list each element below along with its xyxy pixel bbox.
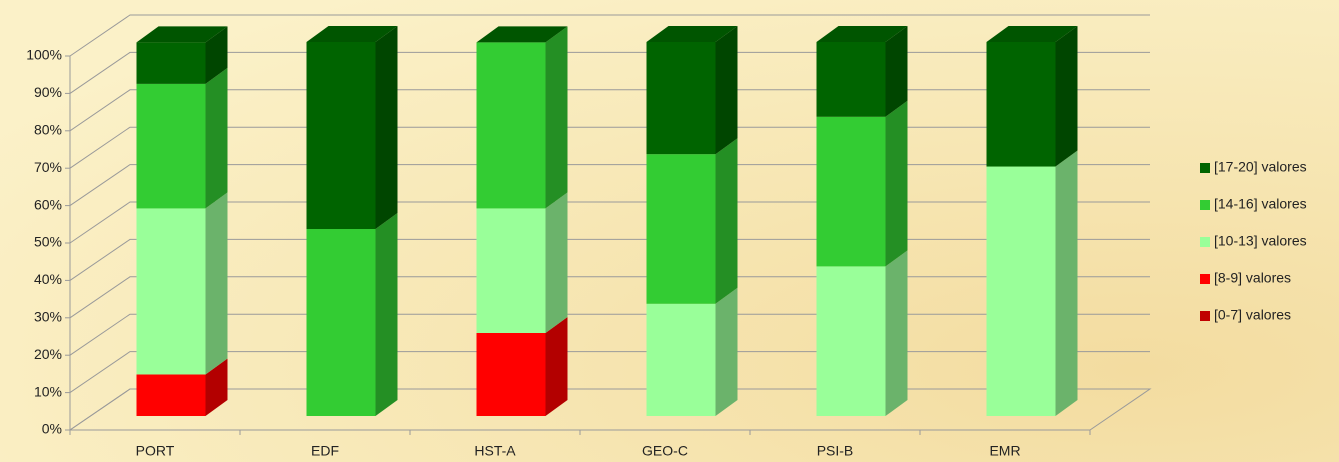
y-tick-label: 30% — [34, 309, 62, 325]
grid-line — [69, 51, 1150, 94]
bar-side — [885, 26, 908, 117]
grid-line — [69, 126, 1150, 169]
bar-top — [986, 26, 1078, 42]
bar-top — [816, 26, 908, 42]
bar-side — [545, 26, 568, 209]
legend-swatch — [1200, 274, 1210, 284]
bar-segment — [136, 83, 206, 209]
bar-segment — [476, 332, 546, 416]
legend-swatch — [1200, 237, 1210, 247]
bar-segment — [646, 42, 716, 155]
bar-top — [136, 26, 228, 43]
bar-segment — [306, 42, 376, 229]
y-tick-label: 90% — [34, 84, 62, 100]
y-tick-label: 0% — [42, 421, 62, 437]
bar-segment — [646, 303, 716, 416]
bar-side — [375, 213, 398, 416]
bar-side — [205, 358, 228, 416]
bar-segment — [476, 42, 546, 209]
bar-segment — [136, 208, 206, 375]
bar-segment — [476, 208, 546, 333]
bar-side — [1055, 26, 1078, 167]
x-tick-label: EMR — [989, 443, 1020, 459]
y-tick-label: 70% — [34, 159, 62, 175]
bar-segment — [986, 42, 1056, 167]
y-tick-label: 10% — [34, 383, 62, 399]
legend-label: [10-13] valores — [1214, 233, 1307, 249]
grid-line — [69, 238, 1150, 281]
legend-label: [17-20] valores — [1214, 159, 1307, 175]
legend-swatch — [1200, 163, 1210, 173]
bar-segment — [816, 42, 886, 117]
grid-line — [69, 201, 1150, 244]
bar-side — [375, 26, 398, 229]
bar-segment — [986, 166, 1056, 416]
grid-line — [69, 388, 1150, 431]
bar-segment — [646, 154, 716, 304]
x-tick-label: HST-A — [474, 443, 516, 459]
bar-side — [715, 287, 738, 416]
bar-top — [306, 26, 398, 42]
y-tick-label: 60% — [34, 196, 62, 212]
grid-line — [69, 351, 1150, 394]
y-tick-label: 100% — [26, 47, 62, 63]
legend-swatch — [1200, 200, 1210, 210]
x-tick-label: PSI-B — [817, 443, 854, 459]
y-tick-label: 20% — [34, 346, 62, 362]
bar-side — [205, 192, 228, 375]
bar-side — [205, 26, 228, 84]
bar-side — [205, 67, 228, 209]
bar-segment — [136, 42, 206, 84]
grid-line — [69, 276, 1150, 319]
legend-label: [14-16] valores — [1214, 196, 1307, 212]
bar-segment — [816, 266, 886, 416]
x-tick-label: GEO-C — [642, 443, 688, 459]
bar-side — [715, 26, 738, 155]
bar-side — [885, 250, 908, 416]
bar-side — [545, 192, 568, 333]
bar-top — [476, 26, 568, 43]
legend-swatch — [1200, 311, 1210, 321]
grid-line — [69, 14, 1150, 57]
y-tick-label: 40% — [34, 271, 62, 287]
x-tick-label: EDF — [311, 443, 339, 459]
y-tick-label: 50% — [34, 234, 62, 250]
bar-side — [885, 100, 908, 267]
bar-side — [545, 316, 568, 416]
grid-line — [69, 89, 1150, 132]
grid-line — [69, 313, 1150, 356]
legend-label: [0-7] valores — [1214, 307, 1291, 323]
bar-side — [715, 138, 738, 304]
x-tick-label: PORT — [136, 443, 175, 459]
legend-label: [8-9] valores — [1214, 270, 1291, 286]
bar-segment — [816, 116, 886, 267]
bar-segment — [306, 229, 376, 416]
y-tick-label: 80% — [34, 122, 62, 138]
bar-side — [1055, 150, 1078, 417]
grid-line — [69, 164, 1150, 207]
bar-top — [646, 26, 738, 42]
bar-segment — [136, 374, 206, 416]
